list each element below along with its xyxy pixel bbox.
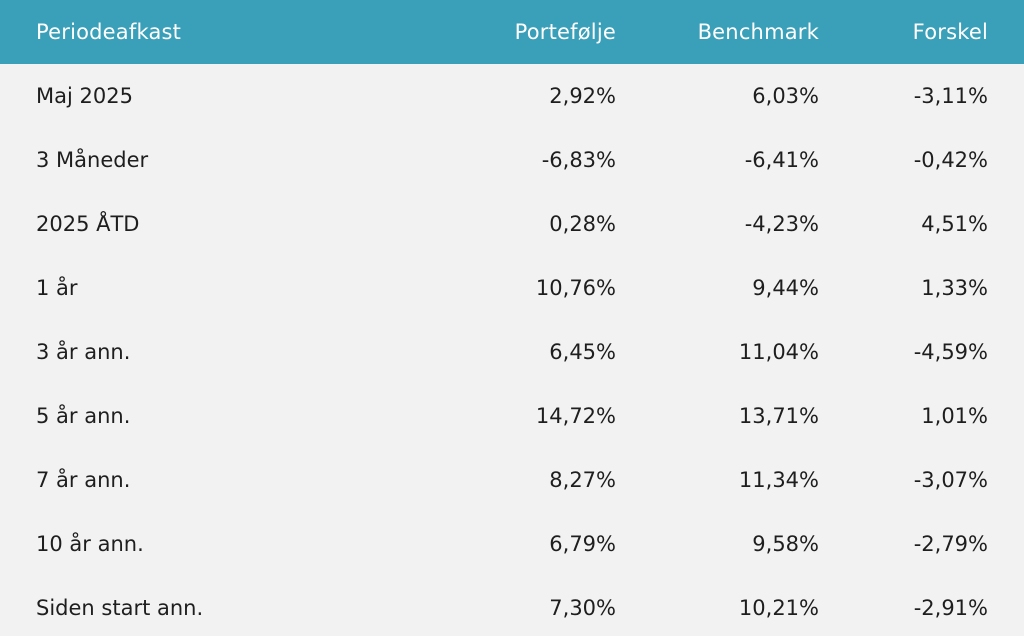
table-row: 3 år ann. 6,45% 11,04% -4,59% (0, 320, 1024, 384)
cell-portfolio: -6,83% (541, 148, 616, 172)
table-row: 1 år 10,76% 9,44% 1,33% (0, 256, 1024, 320)
cell-difference: -3,07% (913, 468, 988, 492)
cell-period: 5 år ann. (36, 404, 131, 428)
cell-benchmark: 11,04% (738, 340, 819, 364)
cell-portfolio: 6,45% (549, 340, 616, 364)
cell-period: 2025 ÅTD (36, 212, 140, 236)
table-row: 3 Måneder -6,83% -6,41% -0,42% (0, 128, 1024, 192)
cell-period: 10 år ann. (36, 532, 144, 556)
cell-benchmark: 9,44% (752, 276, 819, 300)
cell-benchmark: 6,03% (752, 84, 819, 108)
table-row: 7 år ann. 8,27% 11,34% -3,07% (0, 448, 1024, 512)
cell-portfolio: 10,76% (535, 276, 616, 300)
table-row: Siden start ann. 7,30% 10,21% -2,91% (0, 576, 1024, 636)
cell-portfolio: 0,28% (549, 212, 616, 236)
table-row: 5 år ann. 14,72% 13,71% 1,01% (0, 384, 1024, 448)
cell-period: Maj 2025 (36, 84, 133, 108)
cell-period: 3 år ann. (36, 340, 131, 364)
cell-portfolio: 7,30% (549, 596, 616, 620)
cell-difference: -2,79% (913, 532, 988, 556)
cell-benchmark: -6,41% (744, 148, 819, 172)
cell-period: Siden start ann. (36, 596, 204, 620)
cell-benchmark: 13,71% (738, 404, 819, 428)
cell-benchmark: 9,58% (752, 532, 819, 556)
cell-portfolio: 6,79% (549, 532, 616, 556)
header-benchmark: Benchmark (697, 20, 819, 44)
cell-period: 3 Måneder (36, 148, 149, 172)
cell-portfolio: 2,92% (549, 84, 616, 108)
cell-period: 1 år (36, 276, 78, 300)
table-row: 2025 ÅTD 0,28% -4,23% 4,51% (0, 192, 1024, 256)
cell-portfolio: 14,72% (535, 404, 616, 428)
cell-difference: -3,11% (913, 84, 988, 108)
header-period: Periodeafkast (36, 20, 182, 44)
cell-benchmark: -4,23% (744, 212, 819, 236)
cell-benchmark: 10,21% (738, 596, 819, 620)
cell-portfolio: 8,27% (549, 468, 616, 492)
cell-difference: -2,91% (913, 596, 988, 620)
header-difference: Forskel (912, 20, 988, 44)
cell-difference: -4,59% (913, 340, 988, 364)
table-header: Periodeafkast Portefølje Benchmark Forsk… (0, 0, 1024, 64)
header-row: Periodeafkast Portefølje Benchmark Forsk… (0, 0, 1024, 64)
cell-difference: 1,01% (921, 404, 988, 428)
table-row: 10 år ann. 6,79% 9,58% -2,79% (0, 512, 1024, 576)
cell-benchmark: 11,34% (738, 468, 819, 492)
header-portfolio: Portefølje (514, 20, 616, 44)
table-body: Maj 2025 2,92% 6,03% -3,11% 3 Måneder -6… (0, 64, 1024, 636)
cell-difference: -0,42% (913, 148, 988, 172)
cell-period: 7 år ann. (36, 468, 131, 492)
cell-difference: 1,33% (921, 276, 988, 300)
cell-difference: 4,51% (921, 212, 988, 236)
table-row: Maj 2025 2,92% 6,03% -3,11% (0, 64, 1024, 128)
